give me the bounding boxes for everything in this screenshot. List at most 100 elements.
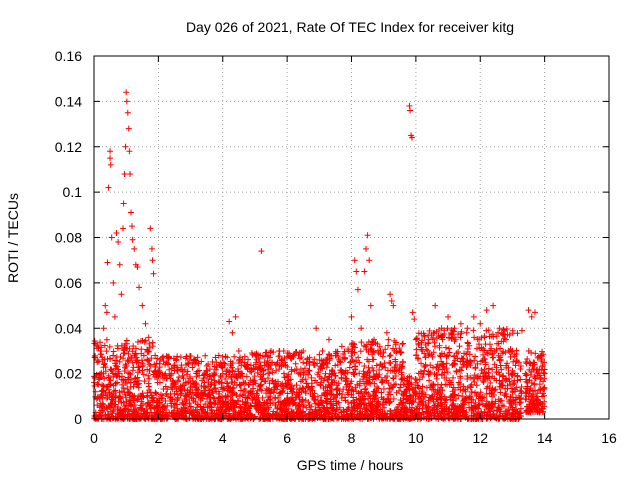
roti-point bbox=[118, 291, 125, 298]
dense-band-point bbox=[183, 397, 190, 404]
roti-point bbox=[445, 313, 452, 320]
dense-band-point bbox=[246, 389, 253, 396]
dense-band-point bbox=[169, 386, 176, 393]
dense-band-point bbox=[386, 353, 393, 360]
dense-band-point bbox=[110, 373, 117, 380]
dense-band-point bbox=[120, 355, 127, 362]
dense-band-point bbox=[92, 354, 99, 361]
chart-title: Day 026 of 2021, Rate Of TEC Index for r… bbox=[186, 19, 514, 35]
dense-band-point bbox=[153, 399, 160, 406]
dense-band-point bbox=[154, 379, 161, 386]
dense-band-point bbox=[288, 368, 295, 375]
dense-band-point bbox=[194, 392, 201, 399]
dense-band-point bbox=[199, 389, 205, 396]
x-tick-label: 0 bbox=[90, 430, 98, 446]
roti-point bbox=[226, 318, 233, 325]
dense-band-point bbox=[132, 357, 139, 364]
dense-band-point bbox=[112, 362, 119, 369]
dense-band-point bbox=[99, 400, 106, 407]
dense-band-point bbox=[130, 343, 137, 350]
dense-band-point bbox=[293, 382, 300, 389]
dense-band-point bbox=[96, 339, 103, 346]
dense-band-point bbox=[276, 366, 283, 373]
dense-band-point bbox=[497, 389, 504, 396]
dense-band-point bbox=[110, 352, 117, 359]
dense-band-point bbox=[183, 392, 190, 399]
roti-point bbox=[123, 98, 130, 105]
dense-band-point bbox=[308, 374, 315, 381]
dense-band-point bbox=[107, 366, 114, 373]
dense-band-point bbox=[122, 394, 129, 401]
dense-band-point bbox=[179, 372, 186, 379]
x-tick-label: 8 bbox=[348, 430, 356, 446]
dense-band-point bbox=[127, 415, 134, 422]
dense-band-point bbox=[149, 343, 156, 350]
dense-band-point bbox=[173, 388, 180, 395]
dense-band-point bbox=[306, 402, 313, 409]
dense-band-point bbox=[130, 393, 137, 400]
roti-point bbox=[103, 309, 110, 316]
roti-point bbox=[313, 325, 320, 332]
dense-band-point bbox=[318, 392, 325, 399]
dense-band-point bbox=[99, 394, 106, 401]
dense-band-point bbox=[292, 360, 299, 367]
roti-point bbox=[525, 307, 532, 314]
dense-band-point bbox=[98, 351, 105, 358]
dense-band-point bbox=[117, 395, 124, 402]
dense-band-point bbox=[223, 368, 230, 375]
dense-band-point bbox=[166, 354, 173, 361]
dense-band-point bbox=[115, 366, 122, 373]
dense-band-point bbox=[117, 353, 124, 360]
dense-band-point bbox=[185, 360, 192, 367]
dense-band-point bbox=[240, 409, 247, 416]
dense-band-point bbox=[283, 401, 290, 408]
dense-band-point bbox=[124, 385, 131, 392]
dense-band-point bbox=[153, 374, 160, 381]
dense-band-point bbox=[166, 409, 173, 416]
roti-point bbox=[107, 148, 114, 155]
dense-band-point bbox=[106, 343, 113, 350]
dense-band-point bbox=[211, 401, 218, 408]
dense-band-point bbox=[264, 400, 271, 407]
y-tick-label: 0.1 bbox=[63, 184, 83, 200]
roti-point bbox=[432, 302, 439, 309]
dense-band-point bbox=[221, 408, 228, 415]
roti-point bbox=[107, 155, 114, 162]
dense-band-point bbox=[95, 358, 102, 365]
dense-band-point bbox=[471, 357, 478, 364]
roti-point bbox=[490, 302, 497, 309]
dense-band-point bbox=[253, 350, 260, 357]
dense-band-point bbox=[146, 340, 153, 347]
dense-band-point bbox=[385, 336, 392, 343]
dense-band-point bbox=[154, 411, 161, 418]
dense-band-point bbox=[121, 367, 128, 374]
dense-band-point bbox=[518, 327, 525, 334]
dense-band-point bbox=[105, 372, 112, 379]
roti-point bbox=[464, 325, 471, 332]
dense-band-point bbox=[105, 411, 112, 418]
dense-band-point bbox=[285, 377, 292, 384]
dense-band-point bbox=[332, 410, 339, 417]
dense-band-point bbox=[213, 366, 220, 373]
dense-band-point bbox=[463, 329, 470, 336]
dense-band-point bbox=[144, 392, 151, 399]
dense-band-point bbox=[517, 366, 524, 373]
dense-band-point bbox=[212, 385, 219, 392]
dense-band-point bbox=[226, 369, 233, 376]
dense-band-point bbox=[188, 410, 195, 417]
roti-point bbox=[104, 259, 111, 266]
dense-band-point bbox=[120, 399, 127, 406]
dense-band-point bbox=[131, 352, 138, 359]
y-tick-label: 0.14 bbox=[55, 93, 82, 109]
dense-band-point bbox=[202, 352, 209, 359]
dense-band-point bbox=[130, 364, 137, 371]
dense-band-point bbox=[208, 406, 215, 413]
roti-point bbox=[319, 347, 326, 354]
dense-band-point bbox=[103, 336, 110, 343]
dense-band-point bbox=[236, 393, 243, 400]
dense-band-point bbox=[310, 362, 317, 369]
roti-point bbox=[351, 257, 358, 264]
roti-point bbox=[139, 302, 146, 309]
dense-band-point bbox=[300, 368, 307, 375]
